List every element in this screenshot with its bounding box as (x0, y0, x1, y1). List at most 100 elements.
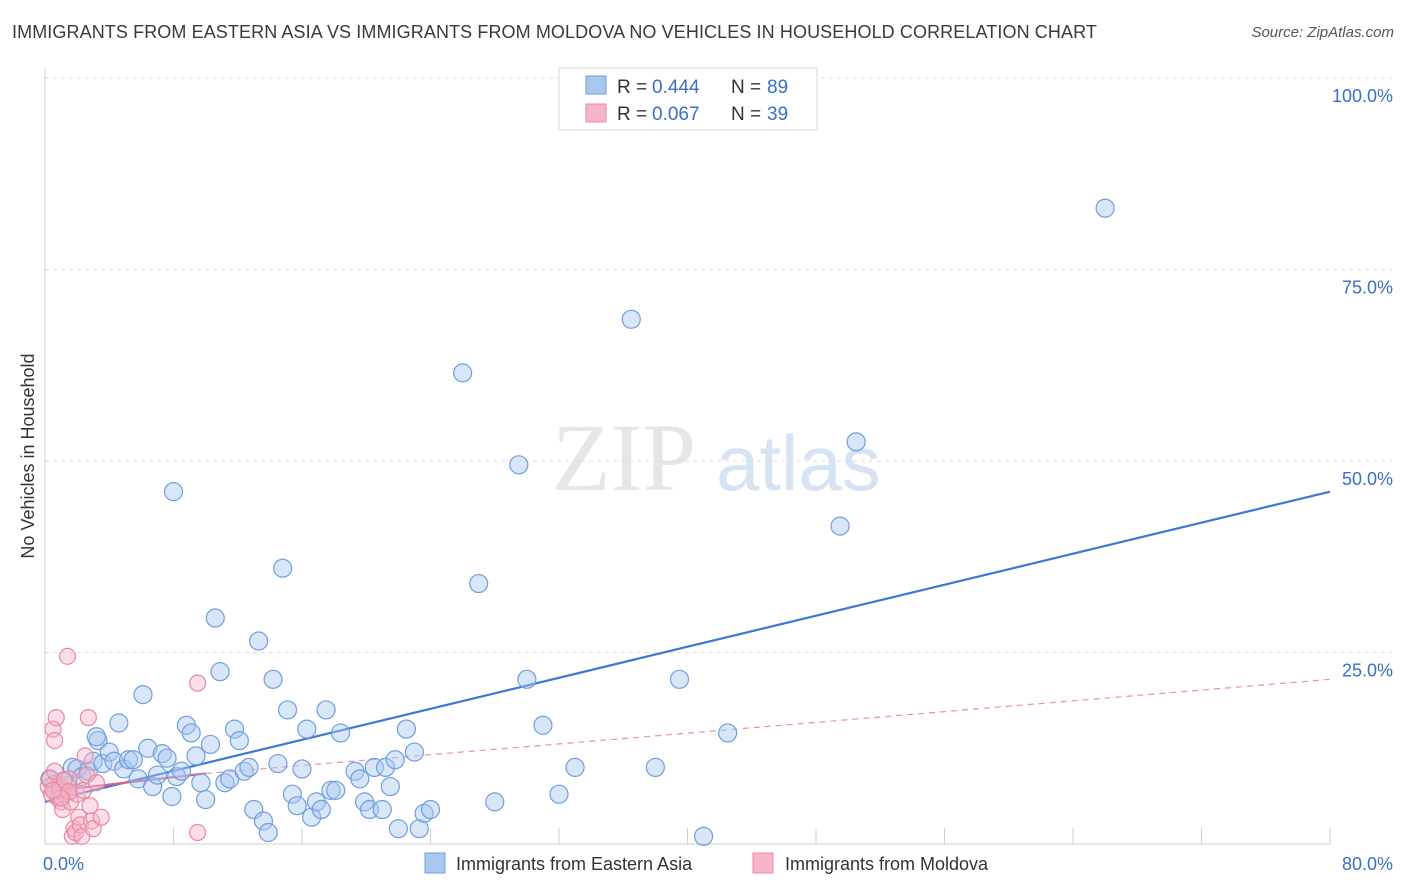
legend-r-label-2: R = (617, 104, 647, 125)
data-point-eastern-asia (109, 713, 129, 733)
data-point-eastern-asia (200, 734, 221, 755)
data-point-eastern-asia (287, 796, 307, 816)
y-tick-label: 100.0% (1332, 86, 1393, 106)
chart-title: IMMIGRANTS FROM EASTERN ASIA VS IMMIGRAN… (12, 22, 1097, 42)
legend: R = 0.444 N = 89 R = 0.067 N = 39 (558, 67, 818, 131)
data-point-eastern-asia (621, 309, 641, 329)
data-point-moldova (87, 774, 106, 792)
legend-r-value-1: 0.444 (652, 77, 700, 98)
data-point-eastern-asia (469, 573, 489, 594)
legend-r-value-2: 0.067 (652, 104, 700, 125)
data-point-eastern-asia (302, 807, 322, 827)
data-point-moldova (76, 747, 94, 765)
watermark: ZIP atlas (552, 404, 881, 511)
data-point-eastern-asia (229, 730, 249, 751)
y-tick-label: 50.0% (1342, 469, 1393, 489)
data-point-eastern-asia (210, 662, 230, 682)
data-point-eastern-asia (118, 750, 139, 770)
x-tick-label-max: 80.0% (1342, 854, 1393, 874)
data-point-eastern-asia (326, 780, 346, 800)
data-point-eastern-asia (253, 811, 274, 831)
data-point-eastern-asia (718, 723, 738, 743)
data-point-eastern-asia (205, 608, 225, 628)
data-point-eastern-asia (196, 789, 216, 810)
data-point-moldova (188, 823, 207, 842)
data-point-eastern-asia (268, 753, 288, 774)
tick-labels: 25.0% 50.0% 75.0% 100.0% 0.0% 80.0% (43, 86, 1393, 874)
data-point-eastern-asia (157, 748, 177, 768)
data-point-eastern-asia (311, 799, 331, 820)
axes (44, 68, 1331, 845)
data-point-eastern-asia (249, 631, 269, 651)
data-point-eastern-asia (171, 761, 192, 781)
data-point-eastern-asia (292, 759, 312, 779)
watermark-zip: ZIP (552, 404, 696, 511)
data-point-eastern-asia (372, 799, 392, 820)
data-point-moldova (47, 709, 65, 727)
data-point-eastern-asia (396, 719, 417, 739)
data-point-eastern-asia (99, 742, 119, 762)
legend-n-label-1: N = (731, 77, 761, 98)
legend-n-value-2: 39 (767, 104, 788, 125)
data-point-eastern-asia (273, 558, 293, 578)
y-tick-label: 25.0% (1342, 661, 1393, 681)
data-point-eastern-asia (181, 723, 201, 743)
chart-source: Source: ZipAtlas.com (1251, 24, 1394, 41)
series-moldova (39, 647, 207, 845)
data-point-eastern-asia (186, 746, 206, 766)
watermark-atlas: atlas (716, 419, 881, 507)
bottom-legend-swatch-blue (424, 852, 446, 874)
data-point-eastern-asia (258, 822, 278, 843)
trend-lines (44, 490, 1331, 803)
data-point-eastern-asia (104, 751, 124, 771)
data-point-eastern-asia (669, 669, 690, 689)
data-point-eastern-asia (277, 700, 298, 720)
data-point-eastern-asia (453, 363, 473, 383)
data-point-eastern-asia (224, 719, 245, 739)
data-point-eastern-asia (147, 765, 168, 785)
trend-line-moldova-dashed (205, 678, 1331, 775)
data-point-eastern-asia (239, 757, 259, 778)
bottom-legend: Immigrants from Eastern Asia Immigrants … (424, 852, 989, 874)
data-point-moldova (58, 647, 77, 665)
data-point-eastern-asia (138, 738, 158, 758)
data-point-eastern-asia (485, 792, 505, 812)
data-point-moldova (44, 781, 62, 799)
data-point-moldova (79, 709, 97, 727)
data-point-moldova (92, 808, 110, 826)
grid (45, 77, 1392, 653)
data-point-eastern-asia (645, 757, 665, 778)
series-eastern-asia (40, 198, 1115, 846)
legend-r-label-1: R = (617, 77, 647, 98)
legend-n-label-2: N = (731, 104, 761, 125)
bottom-legend-label-moldova: Immigrants from Moldova (785, 854, 989, 874)
data-point-eastern-asia (693, 826, 714, 846)
data-point-eastern-asia (191, 773, 211, 793)
data-point-eastern-asia (409, 819, 429, 839)
data-point-eastern-asia (830, 516, 850, 536)
data-point-eastern-asia (321, 780, 341, 800)
data-point-eastern-asia (297, 719, 317, 739)
bottom-legend-swatch-pink (752, 852, 774, 874)
data-point-eastern-asia (388, 819, 408, 839)
data-point-moldova (46, 731, 64, 750)
data-point-eastern-asia (517, 669, 537, 689)
legend-n-value-1: 89 (767, 77, 788, 98)
data-point-eastern-asia (385, 750, 405, 770)
data-point-eastern-asia (380, 776, 400, 797)
data-point-moldova (188, 674, 207, 692)
data-point-eastern-asia (162, 786, 182, 807)
trend-line-eastern-asia (44, 490, 1331, 803)
bottom-legend-label-eastern-asia: Immigrants from Eastern Asia (456, 854, 693, 874)
data-point-eastern-asia (404, 742, 425, 762)
data-point-eastern-asia (533, 715, 553, 735)
data-point-eastern-asia (282, 784, 302, 804)
data-point-eastern-asia (143, 776, 163, 797)
data-point-eastern-asia (330, 723, 351, 743)
data-point-eastern-asia (263, 669, 283, 689)
x-tick-label-min: 0.0% (43, 854, 84, 874)
y-axis-label: No Vehicles in Household (18, 353, 38, 558)
data-point-eastern-asia (86, 727, 107, 747)
data-point-eastern-asia (316, 700, 336, 720)
